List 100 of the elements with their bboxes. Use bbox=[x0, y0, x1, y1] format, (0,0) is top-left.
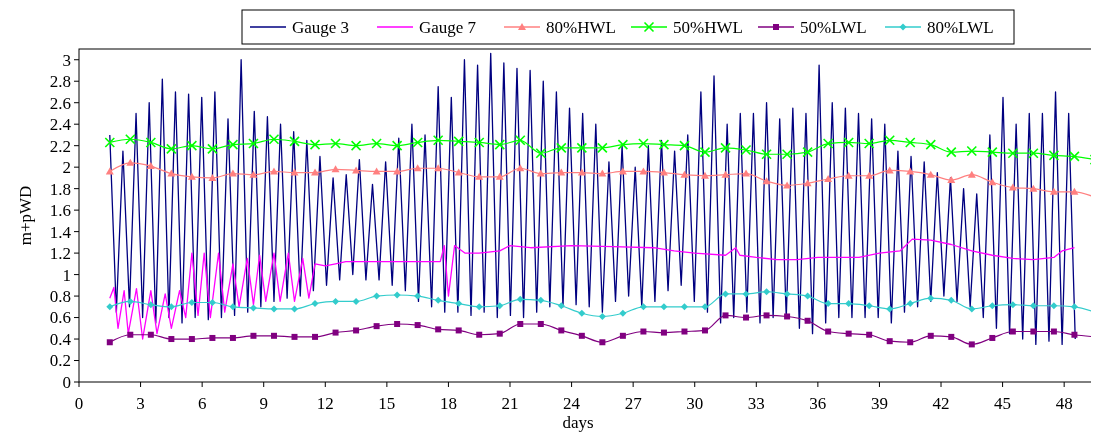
point bbox=[167, 169, 176, 177]
point bbox=[145, 137, 157, 148]
point bbox=[168, 336, 175, 343]
point bbox=[557, 168, 566, 176]
point bbox=[208, 299, 216, 307]
point bbox=[353, 327, 360, 334]
point bbox=[1029, 184, 1038, 192]
point bbox=[1069, 151, 1080, 162]
legend-label: 80%HWL bbox=[546, 17, 616, 37]
point bbox=[291, 333, 298, 340]
point bbox=[414, 292, 422, 300]
point bbox=[332, 297, 340, 305]
point bbox=[309, 139, 321, 150]
point bbox=[947, 296, 955, 304]
point bbox=[742, 169, 751, 177]
point bbox=[701, 303, 709, 311]
point bbox=[639, 303, 647, 311]
x-tick-label: 48 bbox=[1055, 394, 1073, 413]
y-tick-label: 2 bbox=[62, 158, 71, 178]
point bbox=[432, 135, 444, 146]
point bbox=[391, 140, 403, 151]
point bbox=[988, 178, 997, 186]
point bbox=[824, 174, 833, 182]
point bbox=[987, 146, 998, 158]
point bbox=[455, 327, 462, 334]
point bbox=[394, 320, 401, 327]
point bbox=[207, 143, 218, 155]
y-tick-label: 1.8 bbox=[49, 179, 71, 199]
point bbox=[742, 290, 750, 298]
point bbox=[311, 168, 320, 176]
point bbox=[865, 302, 873, 310]
point bbox=[166, 143, 177, 155]
x-tick-label: 27 bbox=[624, 394, 643, 413]
point bbox=[536, 169, 545, 177]
point bbox=[845, 330, 852, 337]
point bbox=[658, 139, 670, 150]
point bbox=[537, 296, 545, 304]
point bbox=[843, 137, 854, 148]
point bbox=[332, 329, 339, 336]
point bbox=[966, 145, 978, 157]
x-tick-label: 9 bbox=[259, 394, 268, 413]
point bbox=[188, 299, 196, 307]
y-tick-label: 0.2 bbox=[49, 351, 71, 371]
point bbox=[1070, 187, 1079, 195]
point bbox=[228, 169, 237, 177]
point bbox=[784, 313, 791, 320]
point bbox=[414, 322, 421, 329]
point bbox=[1009, 301, 1017, 309]
point bbox=[1009, 328, 1016, 335]
x-tick-label: 36 bbox=[809, 394, 827, 413]
point bbox=[865, 171, 874, 179]
point bbox=[907, 339, 914, 346]
y-tick-label: 2.2 bbox=[49, 136, 71, 156]
y-tick-label: 2.8 bbox=[49, 72, 71, 92]
point bbox=[1070, 303, 1078, 311]
point bbox=[761, 148, 772, 160]
point bbox=[1050, 302, 1058, 310]
point bbox=[556, 142, 567, 154]
point bbox=[188, 336, 195, 343]
point bbox=[1048, 150, 1060, 161]
point bbox=[209, 334, 216, 341]
x-tick-label: 6 bbox=[197, 394, 207, 413]
point bbox=[822, 138, 834, 149]
point bbox=[311, 300, 319, 308]
point bbox=[886, 305, 894, 313]
point bbox=[679, 140, 690, 151]
x-tick-label: 39 bbox=[870, 394, 888, 413]
point bbox=[331, 165, 340, 173]
point bbox=[927, 332, 934, 339]
y-tick-label: 1.6 bbox=[49, 201, 71, 221]
point bbox=[208, 173, 217, 181]
point bbox=[701, 327, 708, 334]
point bbox=[229, 334, 236, 341]
point bbox=[496, 330, 503, 337]
y-tick-label: 1.2 bbox=[49, 244, 71, 264]
y-tick-label: 0 bbox=[62, 372, 71, 392]
x-tick-label: 33 bbox=[747, 394, 765, 413]
point bbox=[495, 172, 504, 180]
point bbox=[1028, 147, 1039, 159]
point bbox=[967, 170, 976, 178]
point bbox=[393, 291, 401, 299]
point bbox=[1007, 147, 1019, 159]
point bbox=[167, 303, 175, 311]
legend-label: Gauge 3 bbox=[292, 17, 350, 37]
point bbox=[598, 312, 606, 320]
point bbox=[1008, 183, 1017, 191]
point bbox=[762, 177, 771, 185]
point bbox=[597, 142, 608, 154]
point bbox=[824, 300, 832, 308]
point bbox=[146, 162, 155, 170]
point bbox=[989, 334, 996, 341]
point bbox=[412, 137, 423, 148]
y-axis-title: m+pWD bbox=[16, 185, 35, 246]
point bbox=[350, 140, 362, 151]
point bbox=[599, 339, 606, 346]
point bbox=[763, 312, 770, 319]
point bbox=[925, 139, 937, 150]
point bbox=[906, 300, 914, 308]
point bbox=[516, 295, 524, 303]
point bbox=[1071, 331, 1078, 338]
